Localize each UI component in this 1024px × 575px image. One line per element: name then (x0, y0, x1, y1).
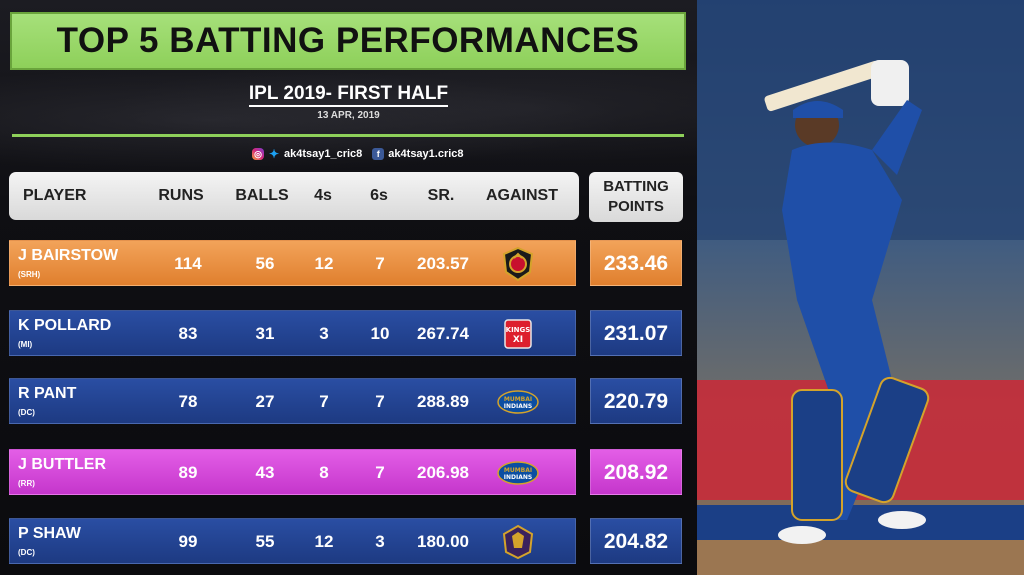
header-balls: BALLS (235, 187, 289, 204)
svg-text:MUMBAI: MUMBAI (504, 467, 532, 474)
sixes-cell: 7 (375, 254, 385, 273)
header-fours: 4s (314, 187, 332, 204)
instagram-twitter-handle: ak4tsay1_cric8 (284, 148, 363, 160)
svg-text:INDIANS: INDIANS (504, 403, 532, 410)
player-team: (MI) (18, 340, 33, 349)
runs-cell: 99 (178, 532, 198, 551)
runs-cell: 83 (178, 324, 198, 343)
svg-text:XI: XI (513, 335, 523, 345)
sr-cell: 267.74 (417, 324, 469, 343)
balls-cell: 55 (255, 532, 275, 551)
sr-cell: 206.98 (417, 463, 469, 482)
subtitle: IPL 2019- FIRST HALF (0, 83, 697, 107)
header-sixes: 6s (370, 187, 388, 204)
sr-cell: 180.00 (417, 532, 469, 551)
header-batting-points: BATTING POINTS (589, 172, 683, 222)
table-row: J BUTTLER (RR) 89 43 8 7 206.98 MUMBAI IN… (9, 449, 576, 495)
mi-logo-icon: MUMBAI INDIANS (496, 455, 540, 491)
table-row: P SHAW (DC) 99 55 12 3 180.00 (9, 518, 576, 564)
points-cell: 231.07 (590, 310, 682, 356)
runs-cell: 89 (178, 463, 198, 482)
header-sr: SR. (427, 187, 455, 204)
fours-cell: 12 (314, 254, 334, 273)
kkr-logo-icon (500, 524, 536, 560)
runs-cell: 114 (174, 254, 202, 273)
player-name: R PANT (18, 385, 77, 402)
facebook-handle: ak4tsay1.cric8 (388, 148, 464, 160)
balls-cell: 56 (255, 254, 275, 273)
balls-cell: 27 (255, 392, 275, 411)
mi-logo-icon: MUMBAI INDIANS (496, 384, 540, 420)
points-cell: 204.82 (590, 518, 682, 564)
points-cell: 208.92 (590, 449, 682, 495)
balls-cell: 31 (255, 324, 275, 343)
table-row: K POLLARD (MI) 83 31 3 10 267.74 KINGS XI (9, 310, 576, 356)
infographic-panel: TOP 5 BATTING PERFORMANCES IPL 2019- FIR… (0, 0, 697, 575)
instagram-icon: ◎ (252, 148, 264, 160)
sr-cell: 288.89 (417, 392, 469, 411)
player-team: (RR) (18, 479, 35, 488)
twitter-icon: ✦ (268, 147, 280, 161)
balls-cell: 43 (255, 463, 275, 482)
kxip-logo-icon: KINGS XI (500, 316, 536, 352)
player-name: J BAIRSTOW (18, 247, 119, 264)
fours-cell: 12 (314, 532, 334, 551)
runs-cell: 78 (178, 392, 198, 411)
header-against: AGAINST (486, 187, 558, 204)
player-team: (SRH) (18, 270, 41, 279)
table-row: J BAIRSTOW (SRH) 114 56 12 7 203.57 (9, 240, 576, 286)
player-photo (697, 0, 1024, 575)
sr-cell: 203.57 (417, 254, 469, 273)
date-label: 13 APR, 2019 (317, 110, 380, 121)
svg-text:KINGS: KINGS (506, 326, 531, 334)
player-name: K POLLARD (18, 317, 112, 334)
table-header: PLAYER RUNS BALLS 4s 6s SR. AGAINST (9, 172, 579, 220)
sixes-cell: 3 (375, 532, 385, 551)
points-cell: 233.46 (590, 240, 682, 286)
table-row: R PANT (DC) 78 27 7 7 288.89 MUMBAI INDIA… (9, 378, 576, 424)
batsman-illustration (697, 0, 1024, 575)
fours-cell: 7 (319, 392, 329, 411)
divider (12, 134, 684, 137)
page-title: TOP 5 BATTING PERFORMANCES (56, 21, 640, 60)
fours-cell: 3 (319, 324, 329, 343)
sixes-cell: 7 (375, 463, 385, 482)
rcb-logo-icon (500, 246, 536, 282)
svg-text:INDIANS: INDIANS (504, 474, 532, 481)
header-runs: RUNS (158, 187, 204, 204)
fours-cell: 8 (319, 463, 329, 482)
social-handles: ◎ ✦ ak4tsay1_cric8 f ak4tsay1.cric8 (252, 148, 464, 160)
player-name: P SHAW (18, 525, 81, 542)
svg-text:MUMBAI: MUMBAI (504, 396, 532, 403)
points-cell: 220.79 (590, 378, 682, 424)
player-team: (DC) (18, 408, 35, 417)
facebook-icon: f (372, 148, 385, 160)
sixes-cell: 7 (375, 392, 385, 411)
title-banner: TOP 5 BATTING PERFORMANCES (10, 12, 686, 70)
player-name: J BUTTLER (18, 456, 106, 473)
header-player: PLAYER (23, 187, 87, 204)
player-team: (DC) (18, 548, 35, 557)
sixes-cell: 10 (370, 324, 390, 343)
